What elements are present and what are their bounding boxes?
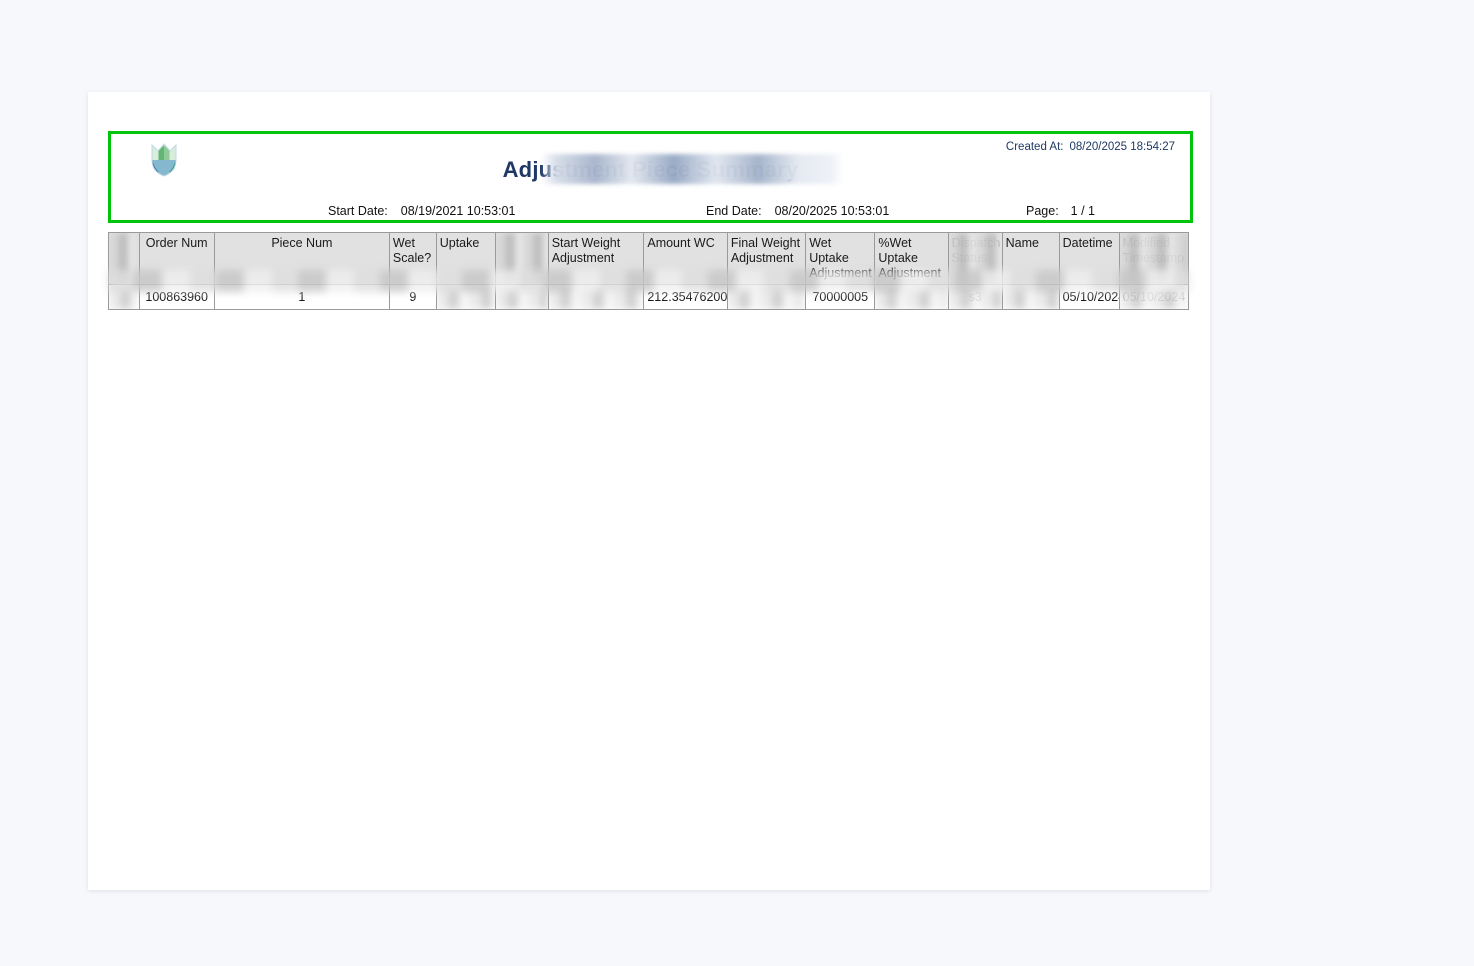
cell-datetime: 05/10/2024: [1058, 284, 1120, 310]
column-header-label: %Wet Uptake Adjustment: [878, 236, 941, 280]
redaction-overlay: [1003, 285, 1059, 309]
column-header-order_num[interactable]: Order Num: [138, 232, 215, 285]
table-header-row: Order Num Piece Num Wet Scale? Uptake Start …: [108, 232, 1190, 285]
report-header-box: Adjustment Piece Summary Created At: 08/2…: [108, 131, 1193, 223]
end-date-value: 08/20/2025 10:53:01: [774, 204, 890, 218]
cell-order_num: 100863960: [138, 284, 215, 310]
cell-amount_wc: 212.35476200: [643, 284, 728, 310]
column-header-label: Uptake: [439, 236, 480, 250]
column-header-start_weight_adjustment[interactable]: Start Weight Adjustment: [547, 232, 645, 285]
end-date-label: End Date:: [706, 204, 762, 218]
start-date-label: Start Date:: [328, 204, 388, 218]
created-at-label: Created At:: [1005, 141, 1064, 153]
cell-value: 05/10/2024 03:11:29: [1122, 290, 1188, 304]
cell-col_redacted_1: [108, 284, 140, 310]
page-value: 1 / 1: [1070, 204, 1095, 218]
cell-pct_wet_uptake_adjustment: [874, 284, 949, 310]
report-page-sheet: Adjustment Piece Summary Created At: 08/2…: [88, 92, 1210, 890]
cell-value: 100863960: [145, 290, 208, 304]
page-title: Adjustment Piece Summary: [502, 157, 799, 182]
redaction-overlay: [549, 285, 643, 309]
column-header-uptake[interactable]: Uptake: [435, 232, 496, 285]
column-header-dispatch_status[interactable]: Dispatch Status: [947, 232, 1003, 285]
redaction-overlay: [496, 233, 548, 284]
column-header-modified_timestamp[interactable]: Modified Timestamp: [1118, 232, 1190, 285]
column-header-name[interactable]: Name: [1001, 232, 1060, 285]
column-header-label: Dispatch Status: [951, 236, 1001, 265]
redaction-overlay: [437, 285, 495, 309]
report-data-table: Order Num Piece Num Wet Scale? Uptake Start …: [108, 232, 1190, 310]
redaction-overlay: [109, 233, 139, 284]
column-header-label: Piece Num: [271, 236, 333, 250]
cell-piece_num: 1: [213, 284, 390, 310]
column-header-label: Modified Timestamp: [1122, 236, 1185, 265]
created-at-value: 08/20/2025 18:54:27: [1069, 141, 1175, 153]
column-header-wet_uptake_adjustment[interactable]: Wet Uptake Adjustment: [805, 232, 876, 285]
created-at: Created At: 08/20/2025 18:54:27: [1006, 141, 1175, 153]
cell-value: 05/10/2024: [1062, 290, 1120, 304]
cell-wet_scale: 9: [388, 284, 437, 310]
table-body: 100863960 1 9 212.35476200 70000005 s3 05/10/2…: [108, 284, 1190, 310]
column-header-pct_wet_uptake_adjustment[interactable]: %Wet Uptake Adjustment: [874, 232, 949, 285]
column-header-label: Datetime: [1062, 236, 1113, 250]
end-date-field: End Date: 08/20/2025 10:53:01: [706, 204, 889, 218]
cell-name: [1001, 284, 1060, 310]
redaction-overlay: [109, 285, 139, 309]
cell-value: 1: [298, 290, 306, 304]
column-header-label: Order Num: [145, 236, 208, 250]
start-date-field: Start Date: 08/19/2021 10:53:01: [328, 204, 515, 218]
redaction-overlay: [728, 285, 805, 309]
column-header-label: Wet Uptake Adjustment: [809, 236, 872, 280]
cell-start_weight_adjustment: [547, 284, 645, 310]
page-label: Page:: [1026, 204, 1059, 218]
column-header-amount_wc[interactable]: Amount WC: [643, 232, 728, 285]
redaction-overlay: [875, 285, 948, 309]
column-header-label: Start Weight Adjustment: [551, 236, 621, 265]
cell-col_redacted_2: [494, 284, 549, 310]
column-header-label: Name: [1005, 236, 1039, 250]
table-header-row-group: Order Num Piece Num Wet Scale? Uptake Start …: [108, 232, 1190, 285]
column-header-label: Final Weight Adjustment: [730, 236, 801, 265]
column-header-wet_scale[interactable]: Wet Scale?: [388, 232, 437, 285]
column-header-datetime[interactable]: Datetime: [1058, 232, 1120, 285]
column-header-col_redacted_2[interactable]: [494, 232, 549, 285]
page-number-field: Page: 1 / 1: [1026, 204, 1095, 218]
cell-dispatch_status: s3: [947, 284, 1003, 310]
column-header-final_weight_adjustment[interactable]: Final Weight Adjustment: [726, 232, 807, 285]
column-header-piece_num[interactable]: Piece Num: [213, 232, 390, 285]
column-header-label: Amount WC: [647, 236, 715, 250]
table-row[interactable]: 100863960 1 9 212.35476200 70000005 s3 05/10/2…: [108, 284, 1190, 310]
shield-leaf-logo-icon: [144, 139, 184, 179]
cell-value: 70000005: [812, 290, 869, 304]
cell-final_weight_adjustment: [726, 284, 807, 310]
column-header-col_redacted_1[interactable]: [108, 232, 140, 285]
cell-wet_uptake_adjustment: 70000005: [805, 284, 876, 310]
cell-modified_timestamp: 05/10/2024 03:11:29: [1118, 284, 1190, 310]
cell-value: 212.35476200: [647, 290, 728, 304]
column-header-label: Wet Scale?: [392, 236, 432, 265]
cell-value: 9: [409, 290, 417, 304]
start-date-value: 08/19/2021 10:53:01: [400, 204, 516, 218]
cell-uptake: [435, 284, 496, 310]
redaction-overlay: [496, 285, 548, 309]
cell-value: s3: [968, 290, 982, 304]
